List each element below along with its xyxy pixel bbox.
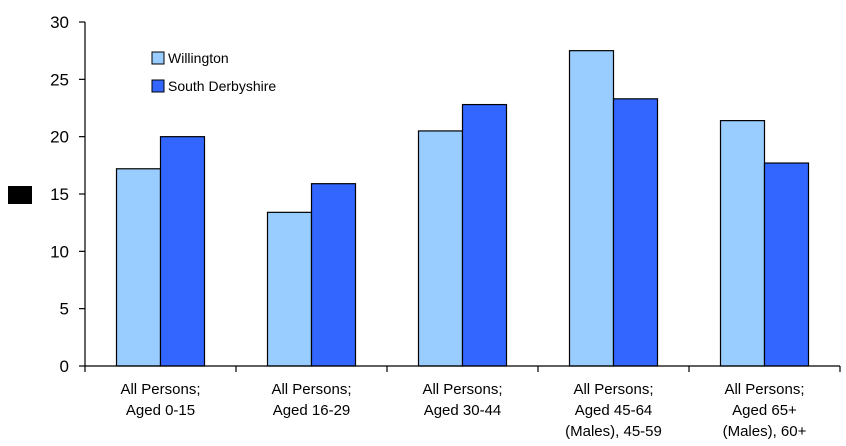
x-category-label: Aged 0-15 <box>126 402 195 419</box>
x-category-labels: All Persons; Aged 0-15 All Persons; Aged 16… <box>120 381 806 440</box>
bar-series-2-cat-5 <box>763 162 810 367</box>
legend-label-1: Willington <box>168 50 229 66</box>
x-category-label: Aged 30-44 <box>424 402 502 419</box>
y-tick-label: 5 <box>60 300 69 319</box>
bar-series-1-cat-3 <box>417 130 464 367</box>
bars-group <box>115 50 810 367</box>
x-category-label: All Persons; <box>120 381 200 398</box>
bar-series-2-cat-2 <box>310 183 357 367</box>
bar-series-2-cat-1 <box>159 136 206 367</box>
x-category-label: Aged 45-64 <box>575 402 653 419</box>
x-category-label: All Persons; <box>422 381 502 398</box>
y-tick-label: 0 <box>60 357 69 376</box>
y-tick-labels: 0 5 10 15 20 25 30 <box>50 13 69 376</box>
x-category-label: (Males), 60+ <box>723 423 807 440</box>
bar-series-2-cat-4 <box>612 98 659 367</box>
legend-swatch-2 <box>151 79 165 93</box>
y-tick-label: 15 <box>50 185 69 204</box>
y-tick-label: 25 <box>50 70 69 89</box>
legend: Willington South Derbyshire <box>151 50 276 94</box>
y-tick-label: 30 <box>50 13 69 32</box>
bar-series-2-cat-3 <box>461 103 508 367</box>
legend-label-2: South Derbyshire <box>168 78 276 94</box>
x-category-label: All Persons; <box>724 381 804 398</box>
bar-series-1-cat-4 <box>568 50 615 367</box>
y-axis-label-marker <box>8 186 32 204</box>
x-category-label: All Persons; <box>573 381 653 398</box>
x-category-label: Aged 16-29 <box>273 402 351 419</box>
x-category-label: (Males), 45-59 <box>565 423 662 440</box>
bar-series-1-cat-5 <box>719 120 766 367</box>
axes-group <box>79 21 841 372</box>
bar-series-1-cat-1 <box>115 168 162 367</box>
x-category-label: All Persons; <box>271 381 351 398</box>
bar-series-1-cat-2 <box>266 211 313 367</box>
legend-swatch-1 <box>151 51 165 65</box>
x-category-label: Aged 65+ <box>732 402 797 419</box>
y-tick-label: 20 <box>50 128 69 147</box>
y-tick-label: 10 <box>50 242 69 261</box>
